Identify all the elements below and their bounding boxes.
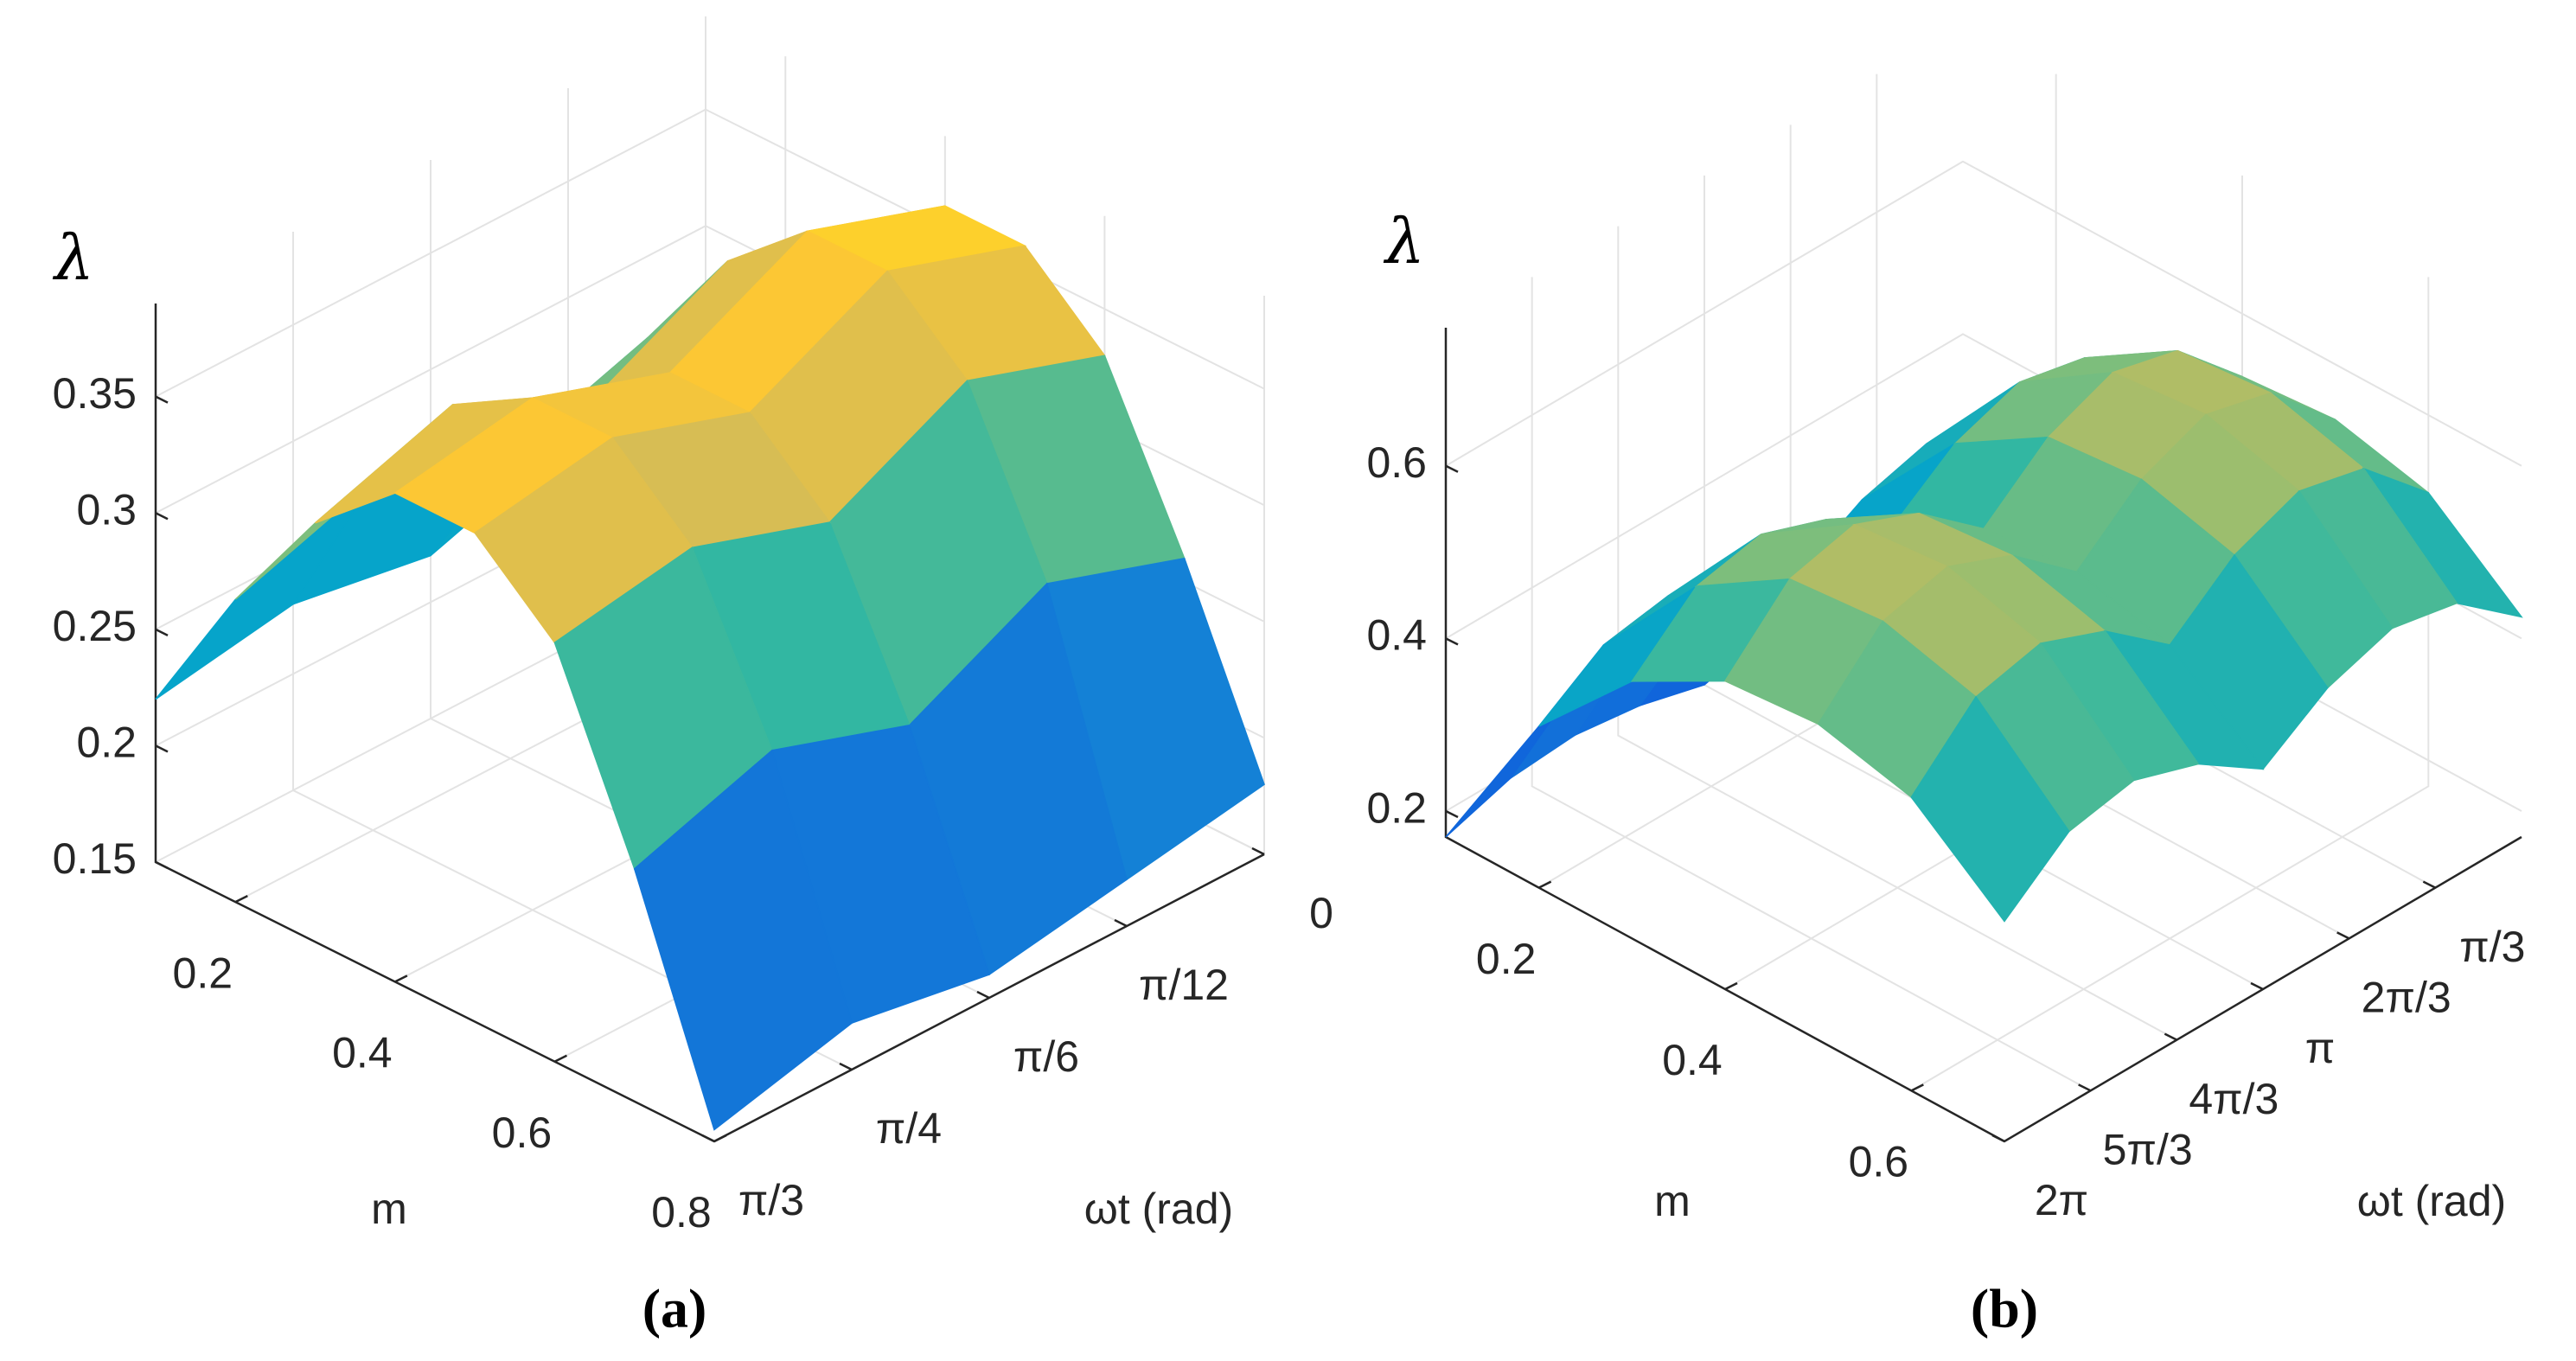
caption: (a) (642, 1278, 707, 1339)
z-tick-label: 0.25 (53, 602, 137, 650)
y-tick-label: π/6 (1013, 1032, 1079, 1081)
x-tick-label: 0.8 (651, 1188, 712, 1236)
x-axis-label: m (371, 1185, 407, 1233)
z-tick-label: 0.3 (76, 485, 137, 534)
z-tick-label: 0.6 (1366, 438, 1427, 487)
x-tick (553, 1054, 567, 1063)
y-tick (2164, 1032, 2177, 1041)
y-tick (2250, 981, 2264, 991)
y-tick-label: 2π (2035, 1176, 2088, 1224)
x-tick (713, 1134, 727, 1143)
x-axis-label: m (1654, 1177, 1691, 1225)
z-tick-label: 0.2 (1366, 783, 1427, 832)
z-tick (1445, 637, 1459, 646)
y-tick-label: π/4 (876, 1104, 942, 1153)
z-tick-label: 0.2 (76, 719, 137, 767)
y-tick-label: 5π/3 (2103, 1126, 2193, 1174)
y-axis-label: ωt (rad) (2357, 1177, 2506, 1225)
z-tick (155, 860, 169, 870)
y-tick (2422, 880, 2436, 889)
surface-patch (1910, 695, 2070, 923)
z-tick-label: 0.35 (53, 369, 137, 418)
x-tick (1910, 1083, 1924, 1092)
y-tick-label: 0 (1309, 889, 1333, 937)
y-tick-label: π/12 (1139, 961, 1229, 1009)
y-tick (1114, 918, 1128, 928)
y-tick-label: 2π/3 (2362, 974, 2451, 1022)
y-tick (2078, 1083, 2092, 1092)
z-tick (155, 744, 169, 753)
y-tick-label: π (2305, 1024, 2336, 1072)
z-tick (1445, 464, 1459, 473)
surface-patch (633, 749, 853, 1131)
x-tick (1538, 880, 1552, 889)
y-tick (1251, 847, 1265, 856)
x-tick (234, 895, 248, 904)
grid-line (1617, 226, 2177, 1041)
y-tick-label: π/3 (738, 1176, 804, 1224)
z-tick (155, 512, 169, 521)
y-tick-label: π/3 (2459, 923, 2525, 971)
x-tick-label: 0.6 (492, 1109, 553, 1157)
z-tick (1445, 809, 1459, 819)
y-tick (976, 990, 990, 1000)
y-tick (701, 1134, 715, 1143)
grid-line (1531, 277, 2092, 1092)
z-tick-label: 0.4 (1366, 611, 1427, 660)
x-tick-label: 0.2 (1476, 935, 1537, 983)
x-tick (1724, 981, 1738, 991)
grid-line (292, 232, 853, 1070)
x-tick-label: 0.2 (173, 949, 233, 997)
x-tick-label: 0.4 (1662, 1036, 1723, 1084)
z-tick-label: 0.15 (53, 834, 137, 883)
z-axis-label: λ (1383, 205, 1425, 278)
z-tick (155, 395, 169, 404)
x-tick (394, 974, 408, 983)
y-tick (2336, 931, 2350, 940)
y-tick (1991, 1134, 2005, 1143)
z-tick (155, 628, 169, 636)
caption: (b) (1971, 1278, 2038, 1339)
y-axis-label: ωt (rad) (1084, 1185, 1233, 1233)
x-tick-label: 0.6 (1849, 1138, 1909, 1186)
y-tick (839, 1062, 853, 1071)
x-tick-label: 0.4 (332, 1029, 393, 1077)
z-axis-label: λ (52, 221, 94, 294)
y-tick-label: 4π/3 (2189, 1075, 2279, 1123)
